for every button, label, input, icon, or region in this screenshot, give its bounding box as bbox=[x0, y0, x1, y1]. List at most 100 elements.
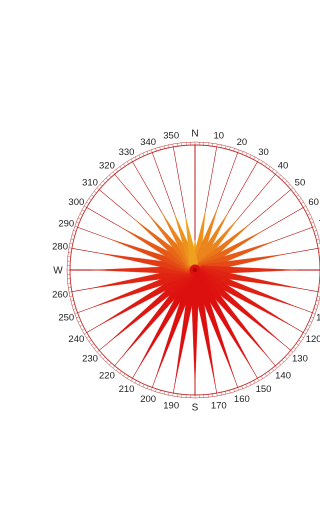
degree-label-60: 60 bbox=[308, 197, 319, 208]
degree-tick bbox=[102, 356, 106, 360]
degree-tick bbox=[220, 144, 222, 148]
degree-tick bbox=[112, 171, 115, 175]
degree-tick bbox=[287, 184, 291, 187]
degree-tick bbox=[298, 339, 302, 342]
degree-tick bbox=[112, 365, 115, 369]
degree-tick bbox=[268, 166, 271, 169]
degree-tick bbox=[116, 368, 119, 371]
degree-tick bbox=[257, 378, 260, 381]
degree-tick bbox=[71, 234, 75, 236]
degree-tick bbox=[284, 180, 288, 184]
degree-tick bbox=[109, 362, 112, 366]
degree-tick bbox=[313, 308, 317, 310]
degree-tick bbox=[74, 312, 78, 314]
degree-tick bbox=[229, 390, 231, 394]
degree-tick bbox=[68, 291, 72, 293]
degree-tick bbox=[159, 146, 161, 150]
degree-tick bbox=[261, 375, 263, 379]
degree-tick bbox=[216, 143, 218, 147]
degree-tick bbox=[281, 177, 285, 181]
degree-tick bbox=[241, 151, 244, 155]
degree-tick bbox=[71, 304, 75, 306]
degree-tick bbox=[88, 339, 92, 342]
degree-tick bbox=[249, 382, 252, 386]
degree-tick bbox=[130, 159, 133, 162]
degree-tick bbox=[278, 174, 281, 178]
degree-tick bbox=[168, 144, 170, 148]
degree-tick bbox=[105, 359, 109, 363]
degree-tick bbox=[300, 202, 304, 204]
degree-tick bbox=[70, 300, 74, 302]
degree-label-120: 120 bbox=[306, 334, 320, 345]
degree-tick bbox=[94, 346, 97, 349]
degree-tick bbox=[119, 371, 122, 374]
degree-label-50: 50 bbox=[295, 177, 306, 188]
degree-tick bbox=[290, 350, 294, 353]
degree-label-240: 240 bbox=[68, 334, 84, 345]
degree-tick bbox=[268, 371, 271, 374]
degree-tick bbox=[81, 209, 85, 212]
degree-label-200: 200 bbox=[140, 394, 156, 405]
degree-tick bbox=[307, 213, 311, 216]
degree-tick bbox=[300, 336, 304, 338]
degree-tick bbox=[296, 343, 299, 346]
degree-label-40: 40 bbox=[278, 161, 289, 172]
degree-tick bbox=[307, 324, 311, 327]
degree-tick bbox=[293, 346, 296, 349]
degree-tick bbox=[245, 384, 248, 388]
degree-tick bbox=[225, 145, 227, 149]
degree-tick bbox=[290, 187, 294, 190]
degree-tick bbox=[88, 198, 92, 201]
degree-tick bbox=[249, 154, 252, 158]
degree-tick bbox=[271, 169, 274, 172]
degree-tick bbox=[253, 156, 256, 160]
degree-label-290: 290 bbox=[58, 219, 74, 230]
degree-tick bbox=[74, 226, 78, 228]
degree-tick bbox=[127, 375, 129, 379]
degree-tick bbox=[84, 205, 87, 208]
degree-tick bbox=[138, 382, 141, 386]
degree-tick bbox=[68, 247, 72, 249]
degree-tick bbox=[315, 304, 319, 306]
degree-label-230: 230 bbox=[82, 354, 98, 365]
degree-tick bbox=[296, 194, 299, 197]
degree-tick bbox=[275, 171, 278, 175]
degree-tick bbox=[76, 316, 80, 319]
degree-tick bbox=[134, 380, 137, 384]
degree-tick bbox=[298, 198, 302, 201]
degree-tick bbox=[96, 187, 100, 190]
degree-tick bbox=[275, 365, 278, 369]
degree-tick bbox=[163, 145, 165, 149]
degree-tick bbox=[151, 149, 153, 153]
degree-tick bbox=[253, 380, 256, 384]
degree-tick bbox=[123, 373, 126, 377]
degree-tick bbox=[261, 161, 263, 165]
degree-tick bbox=[172, 143, 174, 147]
degree-tick bbox=[233, 388, 235, 392]
degree-tick bbox=[94, 191, 97, 194]
degree-tick bbox=[315, 234, 319, 236]
degree-tick bbox=[309, 217, 313, 220]
degree-tick bbox=[119, 166, 122, 169]
degree-tick bbox=[123, 163, 126, 167]
cardinal-label-S: S bbox=[192, 403, 199, 414]
degree-tick bbox=[216, 393, 218, 397]
degree-tick bbox=[96, 350, 100, 353]
degree-tick bbox=[312, 226, 316, 228]
degree-tick bbox=[79, 213, 83, 216]
degree-tick bbox=[73, 230, 77, 232]
degree-tick bbox=[159, 390, 161, 394]
degree-tick bbox=[281, 359, 285, 363]
cardinal-label-N: N bbox=[191, 129, 198, 140]
degree-tick bbox=[91, 343, 94, 346]
cardinal-label-W: W bbox=[53, 266, 63, 277]
degree-tick bbox=[312, 312, 316, 314]
degree-label-340: 340 bbox=[140, 137, 156, 148]
chart-labels: NESW102030405060708010011012013014015016… bbox=[52, 129, 320, 414]
degree-label-70: 70 bbox=[318, 219, 320, 230]
degree-label-310: 310 bbox=[82, 177, 98, 188]
degree-label-170: 170 bbox=[211, 400, 227, 411]
degree-tick bbox=[316, 300, 320, 302]
degree-tick bbox=[99, 353, 103, 356]
degree-tick bbox=[168, 392, 170, 396]
